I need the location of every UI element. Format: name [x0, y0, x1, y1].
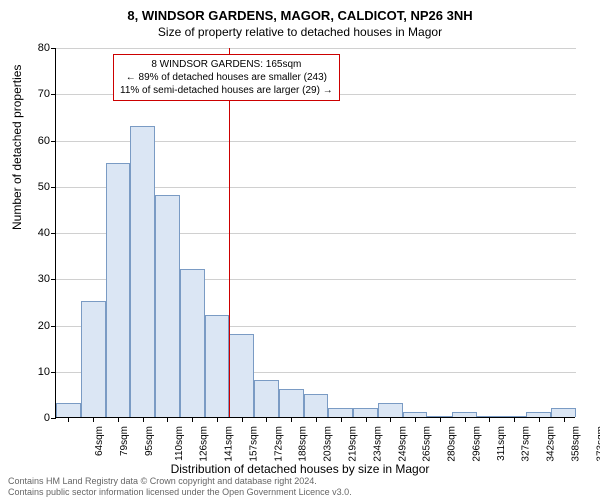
ytick-label: 0	[25, 412, 50, 424]
histogram-bar	[205, 315, 230, 417]
xtick-mark	[192, 417, 193, 422]
xtick-label: 203sqm	[323, 426, 334, 462]
ytick-label: 80	[25, 42, 50, 54]
xtick-label: 219sqm	[348, 426, 359, 462]
xtick-mark	[167, 417, 168, 422]
info-line-1: 8 WINDSOR GARDENS: 165sqm	[120, 58, 333, 71]
histogram-bar	[353, 408, 378, 417]
xtick-label: 172sqm	[273, 426, 284, 462]
ytick-mark	[51, 372, 56, 373]
ytick-label: 30	[25, 273, 50, 285]
ytick-label: 40	[25, 227, 50, 239]
footer-line-2: Contains public sector information licen…	[8, 487, 352, 498]
marker-info-box: 8 WINDSOR GARDENS: 165sqm ← 89% of detac…	[113, 54, 340, 101]
histogram-bar	[180, 269, 205, 417]
xtick-mark	[316, 417, 317, 422]
histogram-bar	[254, 380, 279, 417]
ytick-mark	[51, 233, 56, 234]
xtick-label: 234sqm	[372, 426, 383, 462]
histogram-bar	[155, 195, 180, 417]
histogram-bar	[328, 408, 353, 417]
x-axis-label: Distribution of detached houses by size …	[0, 462, 600, 476]
histogram-bar	[304, 394, 329, 417]
xtick-mark	[143, 417, 144, 422]
xtick-mark	[564, 417, 565, 422]
histogram-bar	[56, 403, 81, 417]
histogram-bar	[81, 301, 106, 417]
xtick-label: 342sqm	[546, 426, 557, 462]
marker-line	[229, 48, 230, 417]
chart-title: 8, WINDSOR GARDENS, MAGOR, CALDICOT, NP2…	[0, 0, 600, 23]
histogram-bar	[130, 126, 155, 417]
xtick-mark	[514, 417, 515, 422]
footer-attribution: Contains HM Land Registry data © Crown c…	[8, 476, 352, 498]
ytick-mark	[51, 418, 56, 419]
xtick-label: 141sqm	[224, 426, 235, 462]
xtick-mark	[366, 417, 367, 422]
xtick-mark	[242, 417, 243, 422]
xtick-mark	[415, 417, 416, 422]
xtick-mark	[118, 417, 119, 422]
ytick-mark	[51, 141, 56, 142]
xtick-label: 110sqm	[174, 426, 185, 461]
histogram-bar	[106, 163, 131, 417]
histogram-bar	[279, 389, 304, 417]
info-line-2: ← 89% of detached houses are smaller (24…	[120, 71, 333, 84]
plot-region	[55, 48, 575, 418]
ytick-mark	[51, 279, 56, 280]
chart-subtitle: Size of property relative to detached ho…	[0, 23, 600, 43]
xtick-label: 280sqm	[447, 426, 458, 462]
xtick-label: 64sqm	[94, 426, 105, 456]
xtick-mark	[266, 417, 267, 422]
footer-line-1: Contains HM Land Registry data © Crown c…	[8, 476, 352, 487]
ytick-mark	[51, 187, 56, 188]
xtick-mark	[341, 417, 342, 422]
ytick-label: 70	[25, 88, 50, 100]
ytick-label: 50	[25, 181, 50, 193]
xtick-label: 373sqm	[595, 426, 600, 462]
ytick-label: 10	[25, 366, 50, 378]
histogram-bar	[229, 334, 254, 417]
xtick-label: 157sqm	[249, 426, 260, 462]
xtick-label: 126sqm	[199, 426, 210, 462]
gridline	[56, 48, 576, 49]
ytick-label: 20	[25, 320, 50, 332]
xtick-label: 265sqm	[422, 426, 433, 462]
xtick-label: 95sqm	[144, 426, 155, 456]
xtick-label: 358sqm	[570, 426, 581, 462]
chart-area: 8 WINDSOR GARDENS: 165sqm ← 89% of detac…	[55, 48, 575, 418]
xtick-label: 79sqm	[119, 426, 130, 456]
xtick-label: 311sqm	[495, 426, 506, 461]
xtick-mark	[68, 417, 69, 422]
xtick-mark	[440, 417, 441, 422]
ytick-mark	[51, 94, 56, 95]
y-axis-label: Number of detached properties	[10, 65, 24, 230]
histogram-bar	[551, 408, 576, 417]
xtick-label: 188sqm	[298, 426, 309, 462]
xtick-mark	[291, 417, 292, 422]
histogram-bar	[378, 403, 403, 417]
ytick-mark	[51, 326, 56, 327]
xtick-mark	[539, 417, 540, 422]
xtick-label: 327sqm	[521, 426, 532, 462]
xtick-mark	[217, 417, 218, 422]
ytick-label: 60	[25, 135, 50, 147]
ytick-mark	[51, 48, 56, 49]
xtick-mark	[390, 417, 391, 422]
xtick-label: 249sqm	[397, 426, 408, 462]
xtick-mark	[93, 417, 94, 422]
xtick-label: 296sqm	[471, 426, 482, 462]
xtick-mark	[465, 417, 466, 422]
xtick-mark	[489, 417, 490, 422]
info-line-3: 11% of semi-detached houses are larger (…	[120, 84, 333, 97]
